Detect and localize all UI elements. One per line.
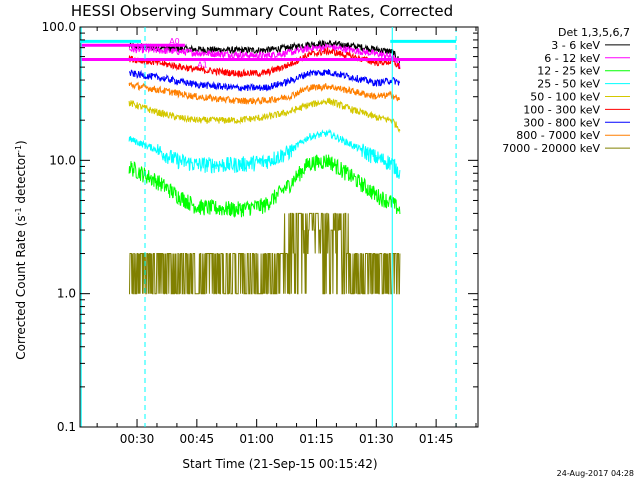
- x-tick-label-2: 01:00: [239, 432, 274, 446]
- series-line-2: [128, 154, 401, 218]
- y-axis-label-tail: detector: [14, 153, 28, 208]
- x-tick-label-0: 00:30: [120, 432, 155, 446]
- y-tick-label-2: 10.0: [49, 153, 76, 167]
- series-line-4: [128, 97, 401, 133]
- legend-label-1: 6 - 12 keV: [544, 52, 600, 65]
- legend-label-2: 12 - 25 keV: [537, 65, 600, 78]
- legend-label-4: 50 - 100 keV: [530, 91, 600, 104]
- x-tick-label-5: 01:45: [419, 432, 454, 446]
- y-axis-label-main: Corrected Count Rate (s: [14, 215, 28, 359]
- series-line-7: [128, 81, 401, 106]
- attenuator-label-1: A1: [197, 61, 208, 70]
- legend-label-3: 25 - 50 keV: [537, 78, 600, 91]
- y-tick-label-3: 100.0: [42, 20, 76, 34]
- x-tick-label-3: 01:15: [299, 432, 334, 446]
- legend-title: Det 1,3,5,6,7: [558, 26, 630, 39]
- chart-frame: [79, 26, 479, 428]
- series-line-8: [129, 212, 401, 295]
- y-tick-label-1: 1.0: [57, 287, 76, 301]
- series-line-6: [129, 68, 400, 92]
- legend-label-5: 100 - 300 keV: [523, 103, 600, 116]
- legend-label-0: 3 - 6 keV: [551, 39, 600, 52]
- y-axis-label-close: ): [14, 140, 28, 145]
- y-axis-label: Corrected Count Rate (s-1 detector-1): [14, 140, 29, 359]
- legend-label-8: 7000 - 20000 keV: [502, 142, 600, 155]
- x-axis-label: Start Time (21-Sep-15 00:15:42): [182, 457, 377, 471]
- timestamp: 24-Aug-2017 04:28: [557, 469, 634, 478]
- chart-title: HESSI Observing Summary Count Rates, Cor…: [71, 2, 453, 20]
- plot-area: A0 A1: [80, 27, 457, 427]
- y-tick-label-0: 0.1: [57, 420, 76, 434]
- attenuator-label-0: A0: [169, 37, 180, 46]
- plot-frame: [79, 26, 479, 428]
- legend-label-6: 300 - 800 keV: [523, 116, 600, 129]
- y-axis-label-sup: -1: [14, 207, 23, 215]
- series-line-5: [128, 46, 401, 78]
- series-line-3: [128, 128, 401, 179]
- x-tick-label-1: 00:45: [180, 432, 215, 446]
- legend-label-7: 800 - 7000 keV: [516, 129, 600, 142]
- y-axis-label-sup2: -1: [14, 145, 23, 153]
- x-tick-label-4: 01:30: [359, 432, 394, 446]
- series-line-1: [128, 43, 401, 69]
- axes: 00:30 00:45 01:00 01:15 01:30 01:45 0.1 1.0 10.0…: [42, 20, 478, 446]
